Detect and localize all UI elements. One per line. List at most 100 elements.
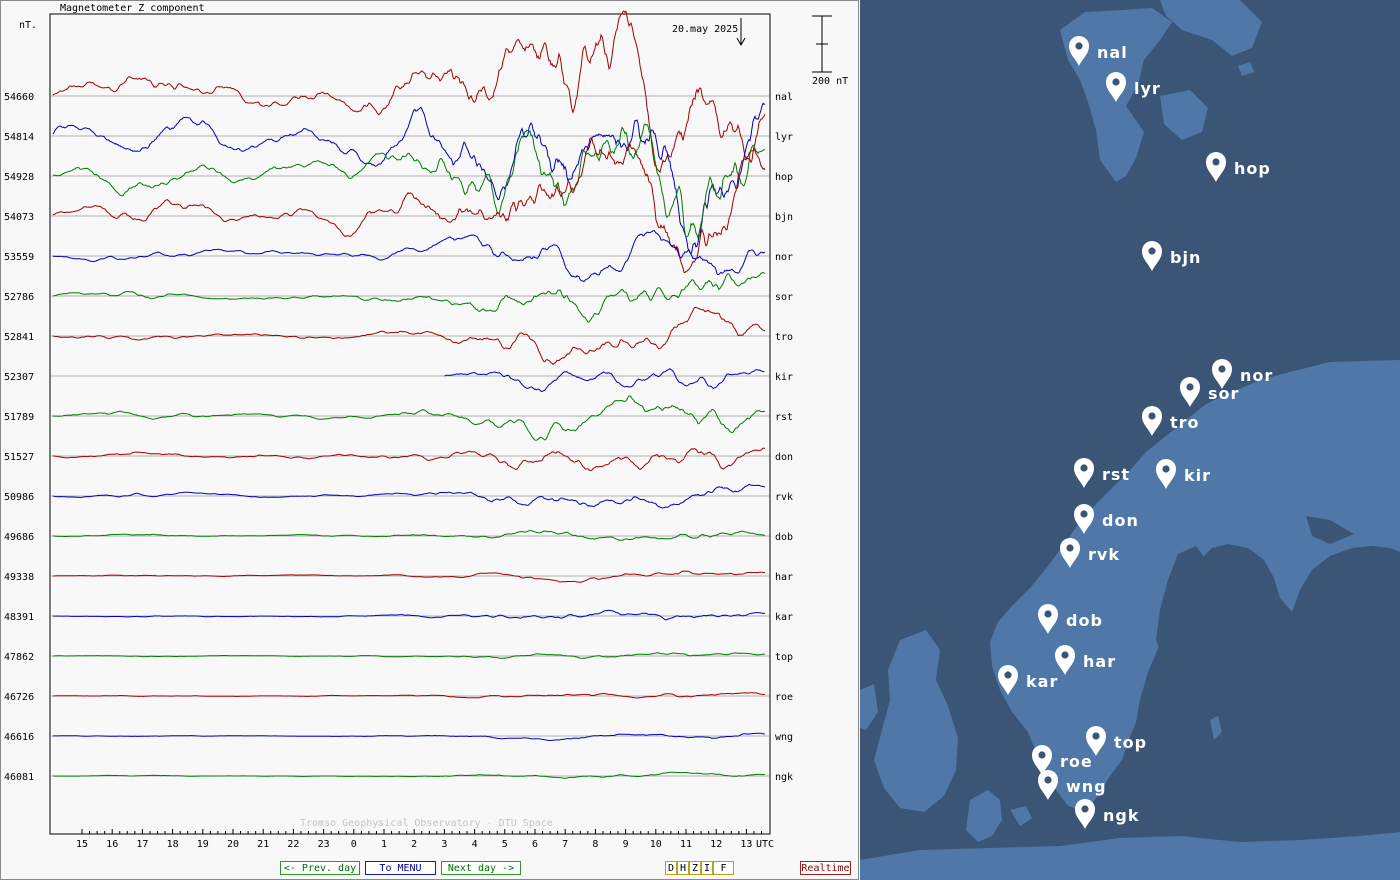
baseline-top: 47862	[4, 652, 34, 663]
xtick-label-19: 19	[197, 839, 209, 850]
magnetometer-chart: 15 16 17 18 19 20 21 22 23 0 1 2 3 4 5 6 7 8 9 10 11 12 13 546…	[0, 0, 859, 880]
baseline-tro: 52841	[4, 332, 34, 343]
map-pin-icon	[1032, 745, 1052, 775]
marker-label-nal: nal	[1097, 43, 1128, 62]
baseline-roe: 46726	[4, 692, 34, 703]
xtick-label-13: 13	[740, 839, 752, 850]
watermark: Tromso Geophysical Observatory - DTU Spa…	[300, 818, 553, 829]
marker-label-kir: kir	[1184, 466, 1211, 485]
trace-nor	[53, 229, 766, 283]
marker-label-kar: kar	[1026, 672, 1058, 691]
station-bjn: bjn	[775, 212, 793, 223]
xtick-label-17: 17	[136, 839, 148, 850]
xtick-label-20: 20	[227, 839, 239, 850]
marker-dob[interactable]: dob	[1038, 604, 1103, 634]
marker-kar[interactable]: kar	[998, 665, 1058, 695]
traces	[52, 10, 766, 779]
station-ngk: ngk	[775, 772, 793, 783]
plot-frame	[49, 13, 771, 835]
xtick-label-16: 16	[106, 839, 118, 850]
map-pin-icon	[1180, 377, 1200, 407]
map-pin-icon	[1142, 406, 1162, 436]
map-pin-icon	[1074, 504, 1094, 534]
marker-label-nor: nor	[1240, 366, 1273, 385]
station-rvk: rvk	[775, 492, 793, 503]
map-pin-icon	[1142, 241, 1162, 271]
component-i-button[interactable]: I	[701, 861, 713, 875]
trace-don	[53, 447, 766, 472]
map-pin-icon	[1038, 770, 1058, 800]
marker-tro[interactable]: tro	[1142, 406, 1200, 436]
marker-har[interactable]: har	[1055, 645, 1116, 675]
marker-wng[interactable]: wng	[1038, 770, 1107, 800]
station-tro: tro	[775, 332, 793, 343]
station-har: har	[775, 572, 793, 583]
trace-har	[53, 570, 765, 583]
trace-kir	[444, 368, 765, 393]
menu-button[interactable]: To MENU	[365, 861, 436, 875]
magnetometer-panel: 15 16 17 18 19 20 21 22 23 0 1 2 3 4 5 6 7 8 9 10 11 12 13 546…	[0, 0, 860, 880]
marker-top[interactable]: top	[1086, 726, 1147, 756]
marker-nal[interactable]: nal	[1069, 36, 1128, 66]
marker-label-rvk: rvk	[1088, 545, 1120, 564]
map-pin-icon	[1055, 645, 1075, 675]
marker-label-wng: wng	[1066, 777, 1107, 796]
trace-wng	[52, 732, 766, 741]
station-top: top	[775, 652, 793, 663]
marker-rvk[interactable]: rvk	[1060, 538, 1120, 568]
x-axis-ticks: 15 16 17 18 19 20 21 22 23 0 1 2 3 4 5 6 7 8 9 10 11 12 13	[76, 829, 762, 850]
trace-kar	[52, 609, 766, 621]
station-labels: nal lyr hop bjn nor sor tro kir rst don rvk dob har k…	[775, 92, 793, 783]
trace-bjn	[52, 137, 766, 274]
xtick-label-5: 5	[502, 839, 508, 850]
trace-roe	[52, 692, 765, 699]
xtick-label-8: 8	[592, 839, 598, 850]
marker-label-rst: rst	[1102, 465, 1130, 484]
realtime-button[interactable]: Realtime	[800, 861, 851, 875]
next-day-button[interactable]: Next day ->	[441, 861, 521, 875]
component-f-button[interactable]: F	[713, 861, 734, 875]
baseline-nal: 54660	[4, 92, 34, 103]
component-z-button[interactable]: Z	[689, 861, 701, 875]
baseline-har: 49338	[4, 572, 34, 583]
chart-title: Magnetometer Z component	[60, 3, 205, 14]
xtick-label-12: 12	[710, 839, 722, 850]
station-don: don	[775, 452, 793, 463]
xtick-label-18: 18	[167, 839, 179, 850]
prev-day-button[interactable]: <- Prev. day	[280, 861, 360, 875]
map-pin-icon	[1156, 459, 1176, 489]
map-water-bodies	[1128, 516, 1354, 810]
station-nor: nor	[775, 252, 793, 263]
trace-hop	[53, 123, 766, 240]
map-pin-icon	[998, 665, 1018, 695]
baseline-kir: 52307	[4, 372, 34, 383]
station-rst: rst	[775, 412, 793, 423]
marker-roe[interactable]: roe	[1032, 745, 1093, 775]
component-h-button[interactable]: H	[677, 861, 689, 875]
marker-hop[interactable]: hop	[1206, 152, 1271, 182]
trace-rst	[52, 395, 766, 441]
xtick-label-1: 1	[381, 839, 387, 850]
map-pin-icon	[1038, 604, 1058, 634]
baseline-hop: 54928	[4, 172, 34, 183]
marker-label-dob: dob	[1066, 611, 1103, 630]
scale-label: 200 nT	[812, 76, 848, 87]
xtick-label-4: 4	[472, 839, 478, 850]
marker-sor[interactable]: sor	[1180, 377, 1239, 407]
station-hop: hop	[775, 172, 793, 183]
marker-ngk[interactable]: ngk	[1075, 799, 1139, 829]
marker-label-lyr: lyr	[1134, 79, 1161, 98]
station-roe: roe	[775, 692, 793, 703]
xtick-label-11: 11	[680, 839, 692, 850]
xtick-label-10: 10	[650, 839, 662, 850]
marker-lyr[interactable]: lyr	[1106, 72, 1161, 102]
baseline-sor: 52786	[4, 292, 34, 303]
marker-don[interactable]: don	[1074, 504, 1139, 534]
component-d-button[interactable]: D	[665, 861, 677, 875]
xtick-label-7: 7	[562, 839, 568, 850]
marker-nor[interactable]: nor	[1212, 359, 1273, 389]
marker-label-har: har	[1083, 652, 1116, 671]
marker-kir[interactable]: kir	[1156, 459, 1211, 489]
marker-bjn[interactable]: bjn	[1142, 241, 1201, 271]
marker-rst[interactable]: rst	[1074, 458, 1130, 488]
